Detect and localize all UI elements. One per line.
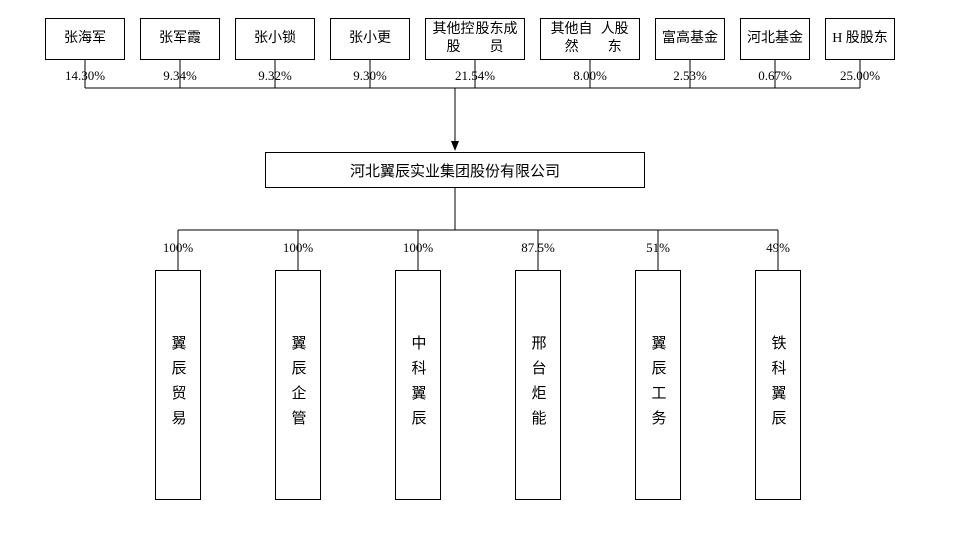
shareholder-pct: 8.00% <box>540 68 640 84</box>
shareholder-box: 张小更 <box>330 18 410 60</box>
shareholder-pct: 2.53% <box>655 68 725 84</box>
subsidiary-pct: 100% <box>375 240 461 256</box>
shareholder-box: 张军霞 <box>140 18 220 60</box>
subsidiary-box: 邢台炬能 <box>515 270 561 500</box>
shareholder-box: 其他控股股东成员 <box>425 18 525 60</box>
shareholder-box: 张小锁 <box>235 18 315 60</box>
subsidiary-pct: 100% <box>255 240 341 256</box>
subsidiary-box: 中科翼辰 <box>395 270 441 500</box>
company-box: 河北翼辰实业集团股份有限公司 <box>265 152 645 188</box>
subsidiary-box: 翼辰贸易 <box>155 270 201 500</box>
subsidiary-box: 翼辰工务 <box>635 270 681 500</box>
shareholder-pct: 14.30% <box>45 68 125 84</box>
subsidiary-pct: 49% <box>735 240 821 256</box>
shareholder-box: 其他自然人股东 <box>540 18 640 60</box>
shareholder-box: 张海军 <box>45 18 125 60</box>
subsidiary-pct: 100% <box>135 240 221 256</box>
shareholder-box: 富高基金 <box>655 18 725 60</box>
shareholder-box: H 股股东 <box>825 18 895 60</box>
shareholder-pct: 0.67% <box>740 68 810 84</box>
subsidiary-box: 铁科翼辰 <box>755 270 801 500</box>
shareholder-pct: 9.30% <box>330 68 410 84</box>
subsidiary-pct: 51% <box>615 240 701 256</box>
ownership-diagram: 张海军 14.30% 张军霞 9.34% 张小锁 9.32% 张小更 9.30% 其他控股股东成… <box>0 0 969 550</box>
shareholder-pct: 9.32% <box>235 68 315 84</box>
subsidiary-pct: 87.5% <box>495 240 581 256</box>
shareholder-box: 河北基金 <box>740 18 810 60</box>
shareholder-pct: 21.54% <box>425 68 525 84</box>
shareholder-pct: 25.00% <box>825 68 895 84</box>
shareholder-pct: 9.34% <box>140 68 220 84</box>
subsidiary-box: 翼辰企管 <box>275 270 321 500</box>
